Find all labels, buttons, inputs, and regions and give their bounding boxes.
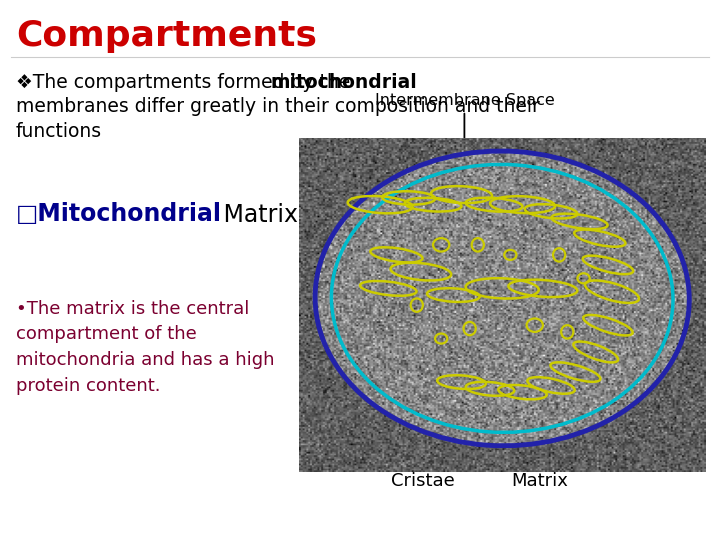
Text: •The matrix is the central
compartment of the
mitochondria and has a high
protei: •The matrix is the central compartment o… [16,300,274,395]
Text: Cristae: Cristae [392,440,455,490]
Text: Matrix: Matrix [512,431,568,490]
Text: Matrix: Matrix [216,202,298,226]
Text: □Mitochondrial: □Mitochondrial [16,202,222,226]
Text: membranes differ greatly in their composition and their
functions: membranes differ greatly in their compos… [16,97,540,141]
Text: Compartments: Compartments [16,19,317,53]
Text: Intermembrane Space: Intermembrane Space [374,93,554,149]
Text: mitochondrial: mitochondrial [270,73,417,92]
Text: ❖The compartments formed by the: ❖The compartments formed by the [16,73,356,92]
